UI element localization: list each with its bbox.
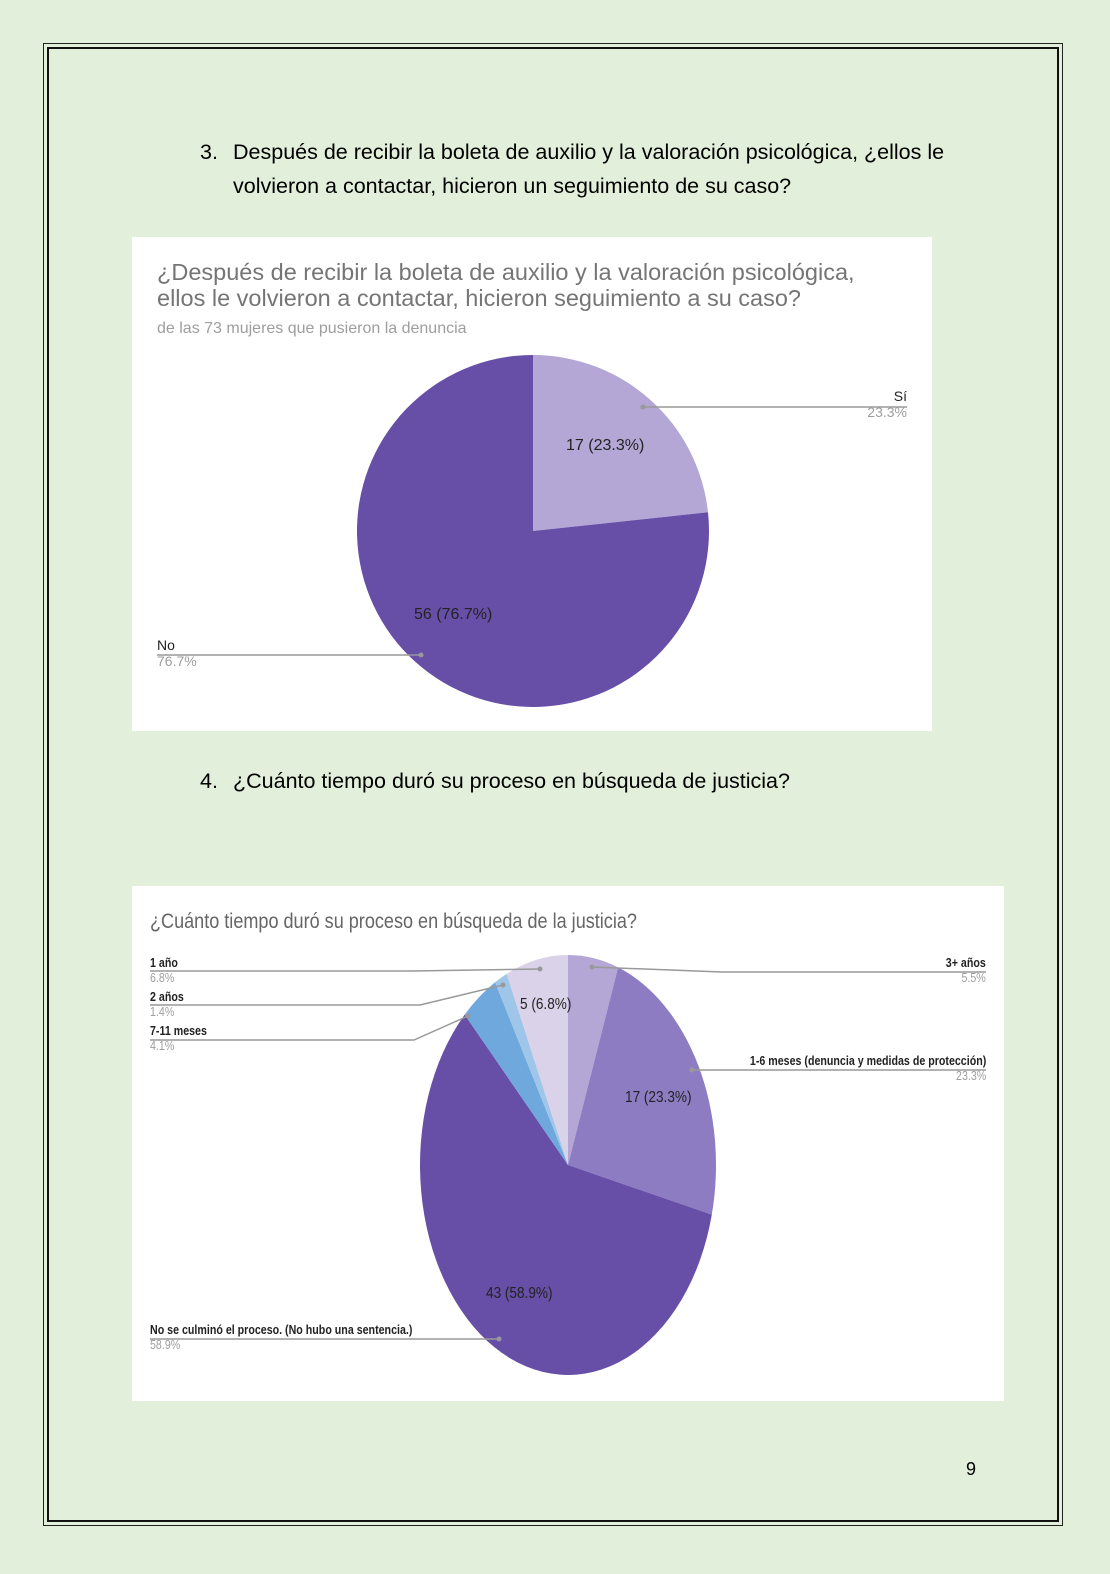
chart-duration: ¿Cuánto tiempo duró su proceso en búsque… bbox=[132, 886, 1004, 1401]
legend-1-ano: 1 año 6.8% bbox=[150, 955, 178, 985]
pie-slice-2-a-os bbox=[495, 973, 568, 1165]
data-label-si: 17 (23.3%) bbox=[566, 437, 645, 454]
legend-percent: 1.4% bbox=[150, 1004, 175, 1019]
question-text: ¿Cuánto tiempo duró su proceso en búsque… bbox=[233, 769, 790, 793]
pie-chart bbox=[150, 955, 986, 1375]
legend-label: No bbox=[157, 637, 175, 653]
chart-title: ¿Después de recibir la boleta de auxilio… bbox=[157, 259, 855, 311]
leader-dot bbox=[689, 1067, 695, 1073]
legend-percent: 76.7% bbox=[157, 653, 197, 669]
pie-slice-s- bbox=[533, 355, 708, 531]
legend-label: 7-11 meses bbox=[150, 1023, 207, 1038]
page-number: 9 bbox=[966, 1459, 977, 1479]
question-number: 4. bbox=[200, 769, 218, 793]
legend-percent: 23.3% bbox=[955, 1068, 986, 1083]
legend-percent: 6.8% bbox=[150, 970, 175, 985]
legend-label: 3+ años bbox=[945, 955, 986, 970]
data-label-no: 56 (76.7%) bbox=[414, 606, 493, 623]
question-number: 3. bbox=[200, 140, 218, 164]
legend-no: No 76.7% bbox=[157, 637, 197, 669]
legend-label: No se culminó el proceso. (No hubo una s… bbox=[150, 1322, 413, 1337]
legend-label: Sí bbox=[893, 388, 907, 404]
pie-slice-1-a-o bbox=[506, 955, 568, 1165]
data-label-1-ano: 5 (6.8%) bbox=[520, 996, 572, 1013]
pie-slice-1-6-meses-denuncia-y-medidas-de-protecci-n- bbox=[568, 967, 717, 1215]
data-label-1-6-meses: 17 (23.3%) bbox=[625, 1089, 692, 1106]
chart-title: ¿Cuánto tiempo duró su proceso en búsque… bbox=[150, 910, 637, 933]
legend-label: 2 años bbox=[150, 989, 184, 1004]
legend-1-6-meses: 1-6 meses (denuncia y medidas de protecc… bbox=[750, 1053, 986, 1083]
pie-slice-no bbox=[357, 355, 709, 707]
legend-no-culmino: No se culminó el proceso. (No hubo una s… bbox=[150, 1322, 412, 1352]
leader-line-1-ano bbox=[150, 968, 541, 972]
leader-dot bbox=[496, 1336, 502, 1342]
pie-slice-7-11-meses bbox=[464, 982, 568, 1165]
leader-dot bbox=[537, 966, 543, 972]
leader-line-7-11-meses bbox=[150, 1015, 469, 1041]
legend-3-anos: 3+ años 5.5% bbox=[946, 955, 986, 985]
pie-slice-no-se-culmin-el-proceso-no-hubo-una-sentencia- bbox=[420, 1014, 712, 1375]
leader-line-2-anos bbox=[150, 984, 504, 1006]
leader-dot bbox=[589, 964, 595, 970]
legend-percent: 4.1% bbox=[150, 1038, 175, 1053]
page-border bbox=[43, 43, 1063, 1526]
chart-subtitle: de las 73 mujeres que pusieron la denunc… bbox=[157, 320, 467, 337]
question-text: Después de recibir la boleta de auxilio … bbox=[233, 140, 945, 198]
chart-title-line: ellos le volvieron a contactar, hicieron… bbox=[157, 285, 802, 311]
leader-line-3-anos bbox=[591, 966, 986, 973]
legend-si: Sí 23.3% bbox=[867, 388, 907, 420]
pie-chart bbox=[157, 355, 907, 707]
leader-dot bbox=[418, 652, 424, 658]
legend-label: 1 año bbox=[150, 955, 178, 970]
legend-percent: 23.3% bbox=[867, 404, 907, 420]
pie-slice-3-a-os bbox=[568, 955, 619, 1165]
data-label-no-culmino: 43 (58.9%) bbox=[486, 1285, 553, 1302]
leader-dot bbox=[640, 404, 646, 410]
legend-label: 1-6 meses (denuncia y medidas de protecc… bbox=[749, 1053, 986, 1068]
question-4: 4. ¿Cuánto tiempo duró su proceso en bús… bbox=[200, 764, 973, 798]
chart-title-line: ¿Después de recibir la boleta de auxilio… bbox=[157, 259, 855, 285]
legend-7-11-meses: 7-11 meses 4.1% bbox=[150, 1023, 207, 1053]
question-3: 3. Después de recibir la boleta de auxil… bbox=[200, 135, 973, 203]
legend-percent: 5.5% bbox=[961, 970, 986, 985]
legend-percent: 58.9% bbox=[150, 1337, 181, 1352]
leader-dot bbox=[500, 982, 506, 988]
legend-2-anos: 2 años 1.4% bbox=[150, 989, 184, 1019]
leader-dot bbox=[465, 1013, 471, 1019]
chart-followup: ¿Después de recibir la boleta de auxilio… bbox=[132, 237, 932, 731]
